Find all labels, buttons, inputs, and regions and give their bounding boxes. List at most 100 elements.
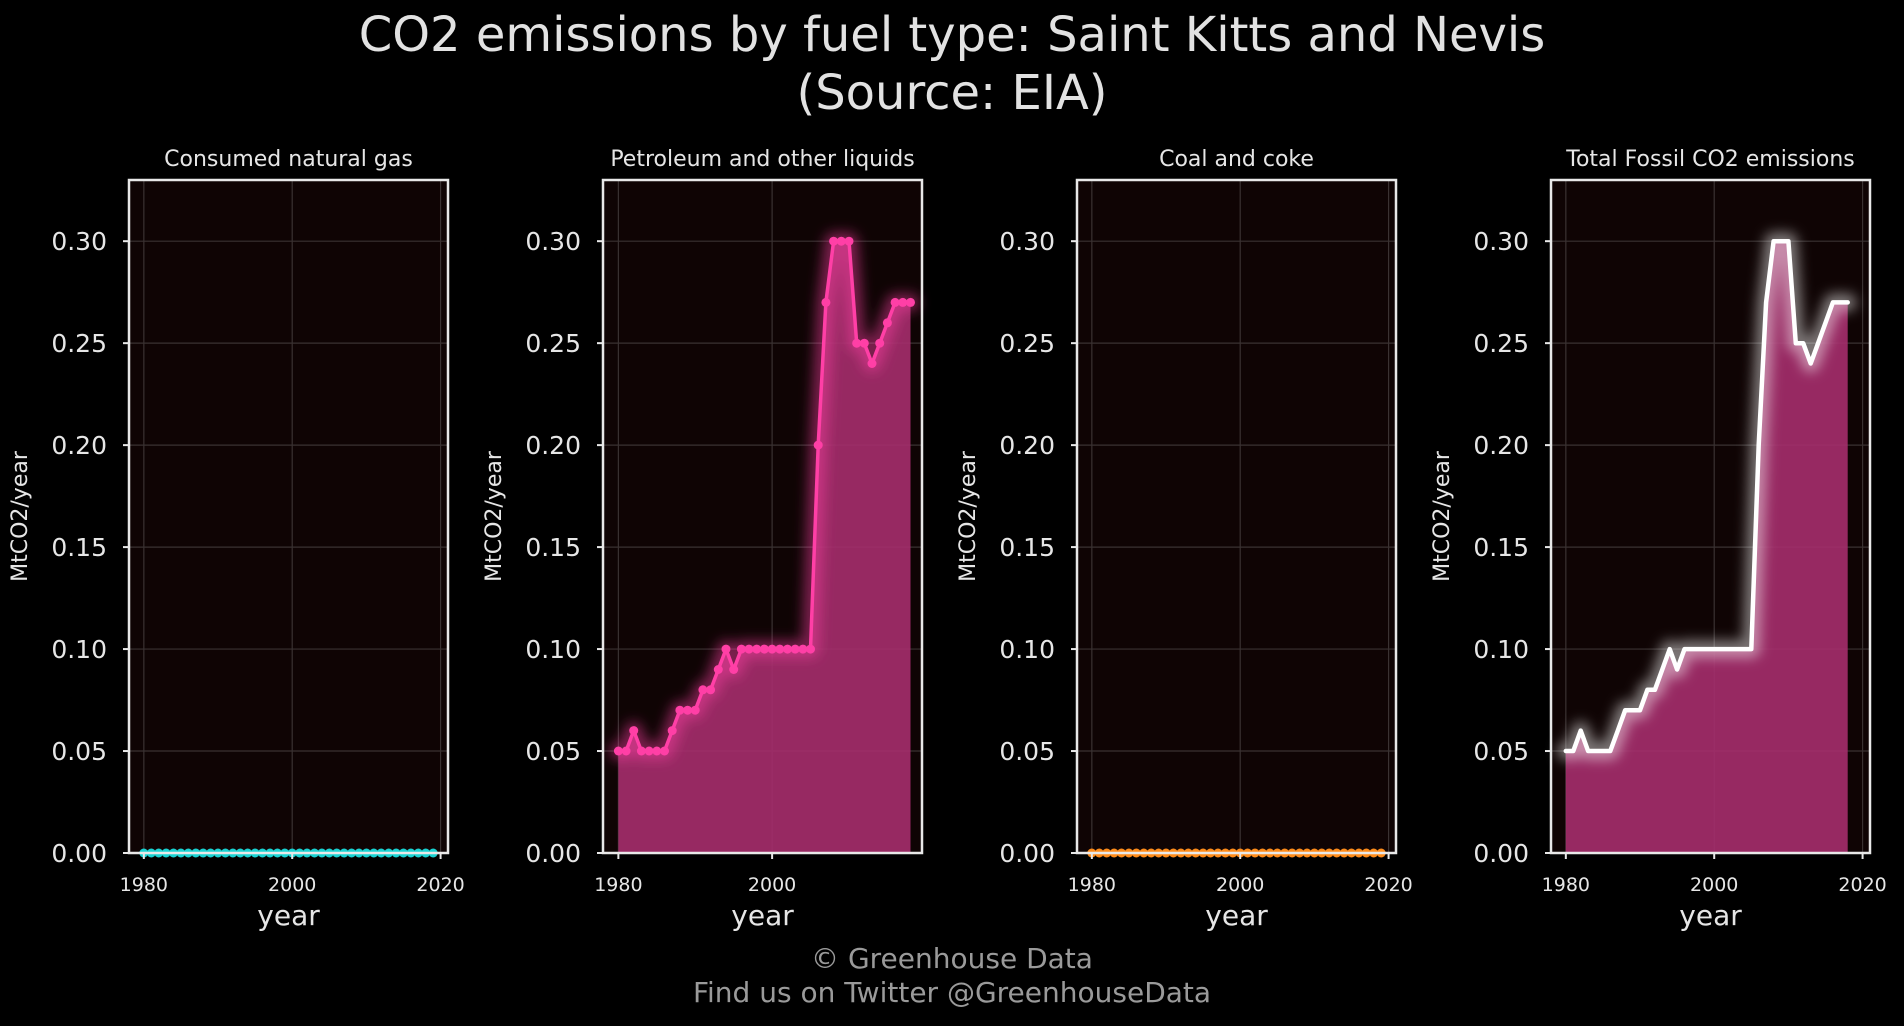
data-point (652, 746, 662, 756)
x-axis-label: year (731, 899, 794, 932)
data-point (890, 297, 900, 307)
panel-2: 0.00 0.05 0.10 0.15 0.20 0.25 0.30 1980 2000 Petr… (482, 147, 924, 932)
panel-title: Total Fossil CO2 emissions (1565, 147, 1855, 172)
chart-title-line-1: CO2 emissions by fuel type: Saint Kitts … (358, 7, 1546, 63)
x-axis-label: year (1205, 899, 1268, 932)
y-tick-label: 0.05 (1473, 737, 1529, 766)
data-point (790, 644, 800, 654)
panel-title: Petroleum and other liquids (610, 147, 914, 172)
y-tick-label: 0.25 (525, 329, 581, 358)
y-tick-label: 0.20 (51, 431, 107, 460)
x-tick-label: 1980 (1542, 874, 1590, 896)
data-point (759, 644, 769, 654)
plot-frame (1075, 178, 1398, 855)
panel-1: 0.00 0.05 0.10 0.15 0.20 0.25 0.30 1980 2000 2020… (8, 147, 465, 932)
footer-twitter: Find us on Twitter @GreenhouseData (692, 976, 1212, 1009)
data-point (821, 297, 831, 307)
data-point (690, 705, 700, 715)
y-tick-label: 0.00 (525, 839, 581, 868)
data-point (767, 644, 777, 654)
y-tick-label: 0.20 (525, 431, 581, 460)
y-axis-label: MtCO2/year (8, 450, 33, 582)
y-axis-label: MtCO2/year (1430, 450, 1455, 582)
plot-frame (1549, 178, 1872, 855)
y-tick-label: 0.10 (1473, 635, 1529, 664)
data-point (875, 338, 885, 348)
data-point (806, 644, 815, 654)
series-area (618, 241, 911, 853)
data-point (713, 665, 723, 674)
series-area (1565, 241, 1848, 853)
x-tick-label: 2000 (1216, 874, 1264, 896)
x-tick-label: 2020 (416, 874, 464, 896)
y-tick-label: 0.30 (999, 227, 1055, 256)
data-point (736, 644, 746, 654)
y-tick-label: 0.05 (51, 737, 107, 766)
x-tick-label: 2000 (268, 874, 316, 896)
y-tick-label: 0.25 (51, 329, 107, 358)
y-tick-label: 0.05 (999, 737, 1055, 766)
y-tick-label: 0.00 (999, 839, 1055, 868)
y-tick-label: 0.25 (1473, 329, 1529, 358)
data-point (859, 338, 869, 348)
panel-3: 0.00 0.05 0.10 0.15 0.20 0.25 0.30 1980 2000 2020… (956, 147, 1413, 932)
y-tick-label: 0.05 (525, 737, 581, 766)
data-point (775, 644, 785, 654)
y-tick-label: 0.00 (51, 839, 107, 868)
series-line (1563, 238, 1850, 754)
data-point (898, 297, 908, 307)
y-tick-label: 0.15 (1473, 533, 1529, 562)
x-tick-label: 2000 (1690, 874, 1738, 896)
x-tick-label: 1980 (120, 874, 168, 896)
data-point (683, 705, 693, 715)
y-tick-label: 0.20 (1473, 431, 1529, 460)
chart-title-line-2: (Source: EIA) (796, 65, 1108, 121)
y-tick-label: 0.00 (1473, 839, 1529, 868)
data-point (867, 359, 877, 368)
data-point (729, 665, 739, 674)
y-axis-label: MtCO2/year (482, 450, 507, 582)
data-point (844, 236, 854, 246)
data-point (644, 746, 654, 756)
data-point (744, 644, 754, 654)
data-point (798, 644, 808, 654)
data-point (752, 644, 762, 654)
plot-background (1077, 180, 1396, 853)
x-axis-label: year (1679, 899, 1742, 932)
data-point (813, 440, 823, 450)
panel-4: 0.00 0.05 0.10 0.15 0.20 0.25 0.30 1980 2000 2020… (1430, 147, 1887, 932)
x-axis-label: year (257, 899, 320, 932)
y-tick-label: 0.10 (51, 635, 107, 664)
data-point (667, 726, 677, 736)
y-axis-label: MtCO2/year (956, 450, 981, 582)
x-tick-label: 2020 (1364, 874, 1412, 896)
y-tick-label: 0.10 (525, 635, 581, 664)
data-point (836, 236, 846, 246)
data-point (621, 746, 631, 756)
plot-frame (601, 178, 924, 855)
data-point (882, 318, 892, 328)
y-tick-label: 0.15 (51, 533, 107, 562)
data-point (613, 746, 623, 756)
x-tick-label: 2000 (748, 874, 796, 896)
data-point (698, 685, 708, 695)
x-tick-label: 2020 (1838, 874, 1886, 896)
y-tick-label: 0.30 (51, 227, 107, 256)
y-tick-label: 0.15 (999, 533, 1055, 562)
data-point (721, 644, 731, 654)
y-tick-label: 0.30 (525, 227, 581, 256)
plot-frame (127, 178, 450, 855)
x-tick-label: 1980 (594, 874, 642, 896)
y-tick-label: 0.20 (999, 431, 1055, 460)
footer: © Greenhouse Data Find us on Twitter @Gr… (0, 942, 1904, 1010)
chart-title: CO2 emissions by fuel type: Saint Kitts … (0, 6, 1904, 122)
data-point (706, 685, 716, 695)
data-point (660, 746, 669, 756)
data-point (629, 726, 639, 736)
data-point (829, 236, 839, 246)
data-point (675, 705, 685, 715)
data-point (906, 297, 915, 307)
footer-copyright: © Greenhouse Data (811, 942, 1093, 975)
plot-background (129, 180, 448, 853)
